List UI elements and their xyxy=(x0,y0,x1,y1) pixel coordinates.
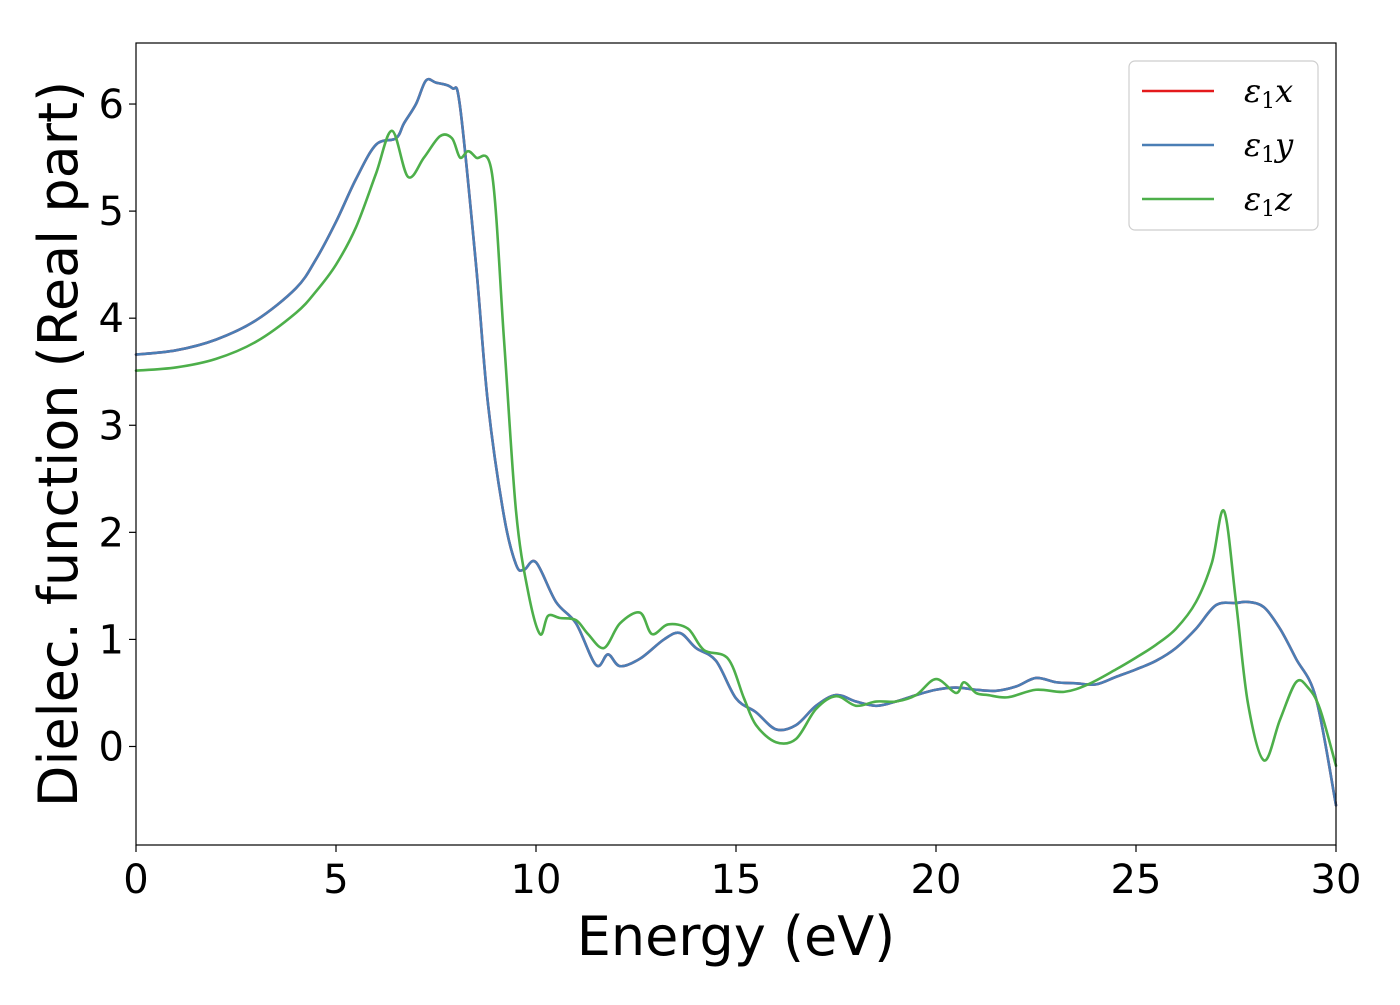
x-axis-title: Energy (eV) xyxy=(577,905,896,968)
y-tick-label: 4 xyxy=(99,296,124,342)
series-line-z xyxy=(134,129,1338,768)
y-tick-label: 0 xyxy=(99,724,124,770)
y-tick-label: 6 xyxy=(99,82,124,128)
legend: ε1x ε1y ε1z xyxy=(1128,60,1319,231)
y-tick-label: 1 xyxy=(99,617,124,663)
x-tick-label: 5 xyxy=(323,857,348,903)
y-axis-title: Dielec. function (Real part) xyxy=(27,81,90,807)
y-tick-label: 2 xyxy=(99,510,124,556)
series-lines xyxy=(134,77,1338,807)
legend-box xyxy=(1128,60,1319,231)
x-tick-label: 0 xyxy=(123,857,148,903)
x-tick-label: 20 xyxy=(911,857,962,903)
x-tick-label: 25 xyxy=(1111,857,1162,903)
x-tick-label: 10 xyxy=(511,857,562,903)
y-axis-ticks: 0 1 2 3 4 5 6 xyxy=(99,82,136,770)
y-tick-label: 3 xyxy=(99,403,124,449)
y-tick-label: 5 xyxy=(99,189,124,235)
legend-label-z: ε1z xyxy=(1244,180,1293,222)
legend-label-x: ε1x xyxy=(1244,72,1293,114)
series-line-y xyxy=(134,77,1338,807)
x-tick-label: 30 xyxy=(1311,857,1362,903)
x-axis-ticks: 0 5 10 15 20 25 30 xyxy=(123,845,1361,903)
legend-label-y: ε1y xyxy=(1244,126,1294,168)
x-tick-label: 15 xyxy=(711,857,762,903)
